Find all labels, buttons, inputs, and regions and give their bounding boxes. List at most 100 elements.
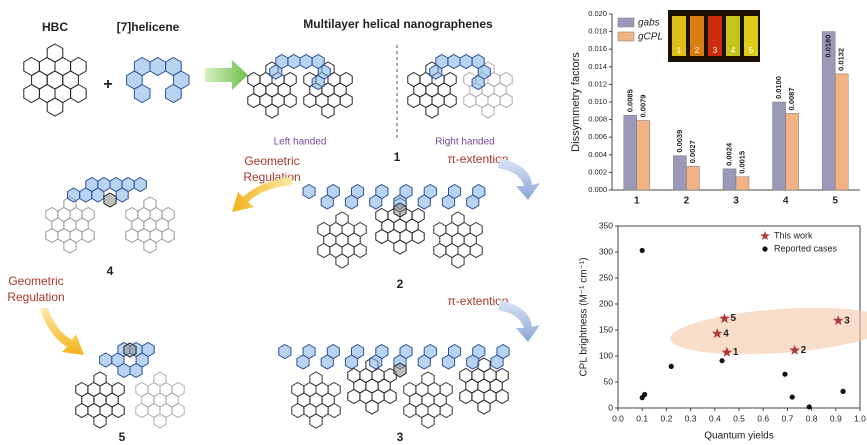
x-tick-label: 5 [832,196,838,207]
x-tick-label: 4 [783,196,789,207]
ring [460,55,472,69]
label: Left handed [274,137,327,148]
ring [288,55,300,69]
y-tick-label: 0.018 [588,27,607,36]
ring [354,223,366,237]
ring [134,178,146,192]
ring [464,94,476,108]
label: [7]helicene [117,20,180,34]
bar [786,113,799,190]
point [642,392,647,397]
ring [500,94,512,108]
arrow [205,60,248,90]
ring [327,345,339,359]
y-tick-label: 200 [599,298,613,308]
ring [444,73,456,87]
ring [348,390,360,404]
point-label: 1 [733,347,739,358]
point [790,394,795,399]
ring [166,85,182,103]
arrow [498,300,540,342]
point-label: 5 [730,313,736,324]
inset-label: 1 [677,46,682,55]
ring [124,343,136,357]
ring [376,209,388,223]
x-tick-label: 1 [634,196,640,207]
ring [470,244,482,258]
ring [310,372,322,386]
ring [136,404,148,418]
ring [408,73,420,87]
ring [300,55,312,69]
ring [394,203,406,217]
ring [154,372,166,386]
point-label: 2 [801,345,807,356]
arrow [40,308,84,355]
ring [71,85,87,103]
ring [134,58,150,76]
ring [340,73,352,87]
bar [835,74,848,190]
ring [422,372,434,386]
x-tick-label: 0.2 [660,413,672,423]
ring [452,212,464,226]
ring [318,244,330,258]
ring [46,208,58,222]
ring [71,58,87,76]
point-label: 4 [723,328,729,339]
x-tick-label: 0.9 [830,413,842,423]
x-tick-label: 0.1 [636,413,648,423]
x-tick-label: 0.4 [709,413,721,423]
ring [352,345,364,359]
label: 1 [394,150,401,164]
ring [94,414,106,428]
bar [624,115,637,190]
ring [248,73,260,87]
ring [452,254,464,268]
legend-marker [760,231,770,240]
label: 4 [107,264,114,278]
y-tick-label: 0.008 [588,115,607,124]
ring [94,372,106,386]
ring [112,383,124,397]
y-axis-label: Dissymmetry factors [570,52,582,152]
ring [440,383,452,397]
ring [112,404,124,418]
bar [736,177,749,190]
ring [340,94,352,108]
plus: + [103,76,112,93]
y-tick-label: 250 [599,272,613,282]
inset-label: 4 [731,46,736,55]
y-tick-label: 50 [604,376,614,386]
inset-label: 5 [749,46,754,55]
point [669,364,674,369]
ring [412,230,424,244]
label: 3 [397,430,404,444]
x-tick-label: 1.0 [854,413,866,423]
value-label: 0.0039 [675,130,684,153]
ring [82,229,94,243]
legend-label: Reported cases [774,243,838,253]
ring [303,185,315,199]
ring [322,104,334,118]
ring [248,94,260,108]
arrow [498,158,540,200]
ring [460,390,472,404]
ring [327,185,339,199]
value-label: 0.0085 [625,89,634,112]
ring [303,345,315,359]
point [640,248,645,253]
ring [150,58,166,76]
value-label: 0.0087 [787,87,796,110]
ring [76,383,88,397]
ring [136,383,148,397]
legend-swatch [618,32,634,41]
ring [400,345,412,359]
y-tick-label: 0.002 [588,167,607,176]
ring [47,98,63,116]
ring [470,223,482,237]
ring [130,364,142,378]
inset-label: 2 [695,46,700,55]
y-tick-label: 0.006 [588,132,607,141]
figure: HBC [7]helicene + Multilayer helical nan… [0,0,867,445]
